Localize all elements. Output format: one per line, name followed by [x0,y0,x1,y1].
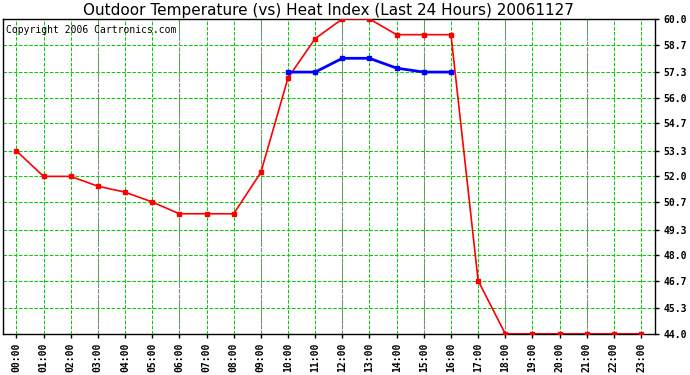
Title: Outdoor Temperature (vs) Heat Index (Last 24 Hours) 20061127: Outdoor Temperature (vs) Heat Index (Las… [83,3,574,18]
Text: Copyright 2006 Cartronics.com: Copyright 2006 Cartronics.com [6,25,177,35]
